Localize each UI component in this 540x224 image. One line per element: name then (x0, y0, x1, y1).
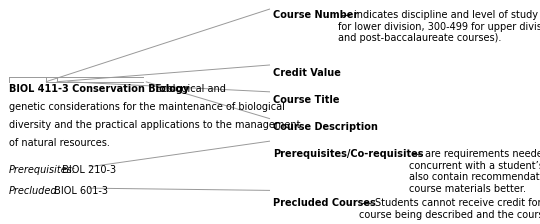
Text: Course Title: Course Title (273, 95, 339, 105)
Text: Prerequisites:: Prerequisites: (9, 165, 76, 175)
Text: — Students cannot receive credit for both the
course being described and the cou: — Students cannot receive credit for bot… (359, 198, 540, 220)
Text: Credit Value: Credit Value (273, 68, 341, 78)
Text: Course Number: Course Number (273, 10, 358, 20)
Text: BIOL 601-3: BIOL 601-3 (51, 186, 109, 196)
Text: — indicates discipline and level of study (100-299
for lower division, 300-499 f: — indicates discipline and level of stud… (339, 10, 540, 43)
Text: Precluded:: Precluded: (9, 186, 60, 196)
Text: genetic considerations for the maintenance of biological: genetic considerations for the maintenan… (9, 102, 285, 112)
Text: — are requirements needed before or
concurrent with a student’s registration in : — are requirements needed before or conc… (409, 149, 540, 194)
Text: Precluded Courses: Precluded Courses (273, 198, 375, 208)
Text: of natural resources.: of natural resources. (9, 138, 110, 148)
Text: Ecological and: Ecological and (146, 84, 226, 94)
Text: Prerequisites/Co-requisites: Prerequisites/Co-requisites (273, 149, 423, 159)
Text: diversity and the practical applications to the management: diversity and the practical applications… (9, 120, 300, 130)
Text: BIOL 411-3 Conservation Biology: BIOL 411-3 Conservation Biology (9, 84, 189, 94)
Text: BIOL 210-3: BIOL 210-3 (59, 165, 117, 175)
Text: Course Description: Course Description (273, 122, 377, 132)
